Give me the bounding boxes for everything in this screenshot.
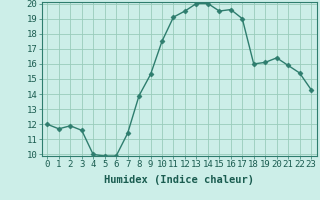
X-axis label: Humidex (Indice chaleur): Humidex (Indice chaleur): [104, 175, 254, 185]
